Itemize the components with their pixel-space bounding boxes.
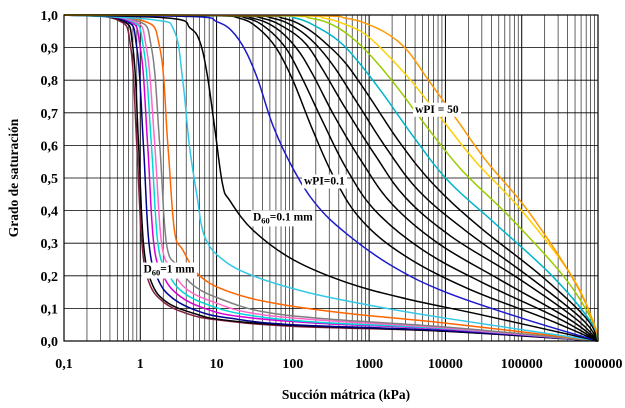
series-line: [63, 14, 599, 342]
annotation-text: D60=1 mm: [143, 264, 195, 278]
y-tick-label: 0,3: [41, 237, 59, 252]
annotation-background: [141, 262, 198, 279]
x-tick-label: 10: [210, 357, 224, 372]
y-tick-label: 0,5: [41, 172, 59, 187]
y-tick-label: 0,0: [41, 335, 59, 350]
series-line: [63, 14, 599, 342]
annotation: D60=0.1 mm: [250, 210, 316, 227]
annotation: D60=1 mm: [141, 262, 198, 279]
series-line: [63, 14, 599, 342]
y-tick-label: 0,6: [41, 139, 59, 154]
series-layer: [63, 14, 599, 342]
annotation-text: wPI=0.1: [304, 176, 345, 188]
annotation-background: [250, 210, 316, 227]
x-tick-label: 1: [137, 357, 144, 372]
x-tick-label: 1000: [355, 357, 383, 372]
y-tick-labels: 0,0 0,1 0,2 0,3 0,4 0,5 0,6 0,7 0,8 0,9 1,0: [41, 9, 59, 350]
annotation-background: [302, 174, 347, 189]
annotation-text: wPI = 50: [415, 104, 459, 116]
x-tick-labels: 0,1 1 10 100 1000 10000 100000 1000000: [55, 357, 622, 372]
grid: [63, 15, 598, 341]
series-line: [63, 14, 599, 342]
x-tick-label: 100000: [501, 357, 543, 372]
x-tick-label: 100: [282, 357, 303, 372]
series-line: [63, 14, 599, 342]
y-tick-label: 0,1: [41, 302, 59, 317]
annotation: wPI=0.1: [302, 174, 347, 189]
series-line: [63, 14, 599, 342]
annotation-text: D60=0.1 mm: [253, 211, 313, 225]
annotation-background: [413, 102, 461, 117]
x-tick-label: 10000: [428, 357, 463, 372]
annotations: wPI = 50 wPI=0.1 D60=0.1 mm D60=1 mm: [141, 102, 461, 279]
y-tick-label: 1,0: [41, 9, 59, 24]
series-line: [63, 14, 599, 342]
y-tick-label: 0,4: [41, 205, 59, 220]
series-line: [63, 14, 599, 342]
x-tick-label: 1000000: [574, 357, 623, 372]
x-tick-label: 0,1: [55, 357, 73, 372]
y-tick-label: 0,9: [41, 42, 59, 57]
y-axis-title: Grado de saturación: [6, 118, 21, 237]
x-axis-title: Succión mátrica (kPa): [282, 387, 410, 402]
series-line: [63, 14, 599, 342]
plot-frame: [63, 14, 599, 342]
y-tick-label: 0,7: [41, 107, 59, 122]
annotation: wPI = 50: [413, 102, 461, 117]
y-tick-label: 0,8: [41, 74, 59, 89]
y-tick-label: 0,2: [41, 270, 59, 285]
